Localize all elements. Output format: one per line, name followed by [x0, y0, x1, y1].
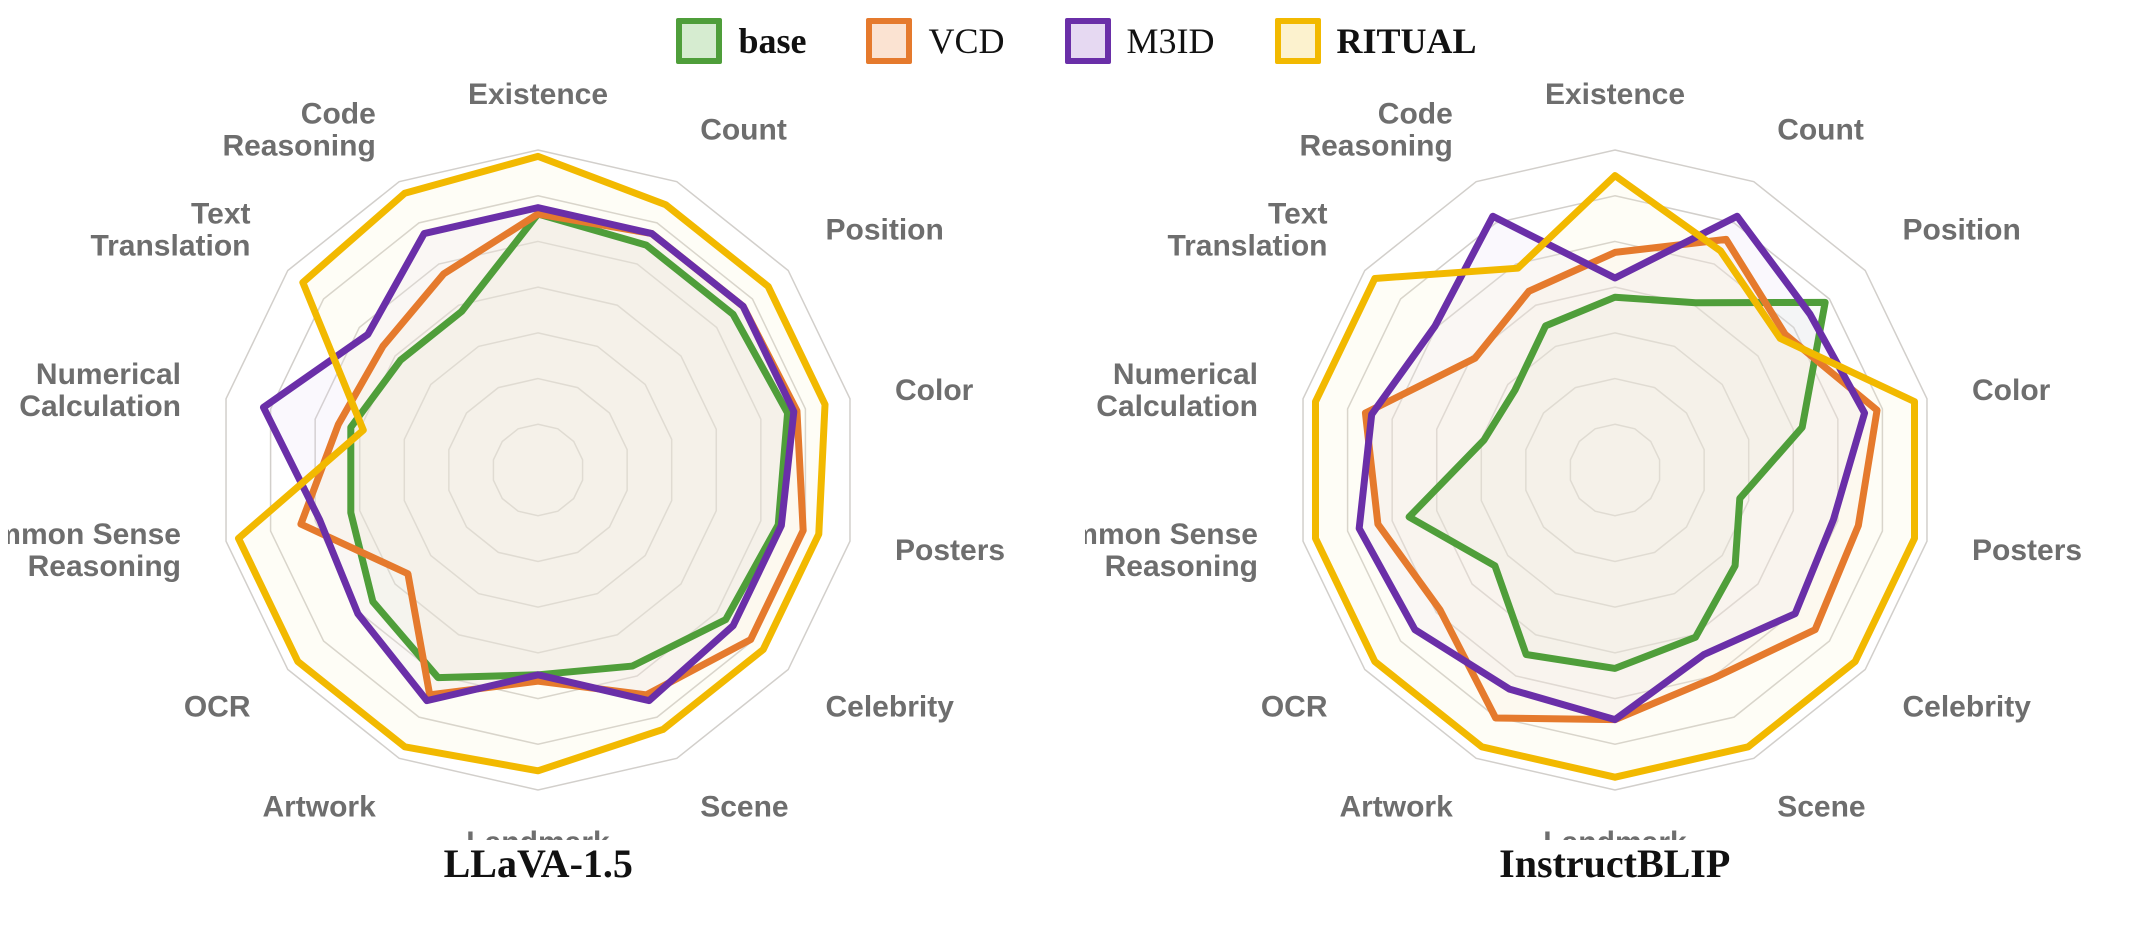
legend-label-ritual: RITUAL [1337, 20, 1477, 62]
axis-label: Count [1777, 114, 1864, 147]
legend-label-vcd: VCD [928, 20, 1004, 62]
axis-label: Position [1902, 214, 2020, 247]
axis-label: Color [895, 374, 974, 407]
axis-label: NumericalCalculation [1096, 358, 1258, 423]
legend-item-vcd: VCD [866, 18, 1004, 64]
axis-label: Posters [895, 534, 1005, 567]
axis-label: Artwork [263, 790, 377, 823]
charts-row: Existence Count Position Color Posters Celebr… [0, 80, 2153, 900]
legend-swatch-ritual [1275, 18, 1321, 64]
radar-chart-0: Existence Count Position Color Posters Celebr… [8, 80, 1068, 840]
axis-label: CodeReasoning [1299, 98, 1452, 163]
axis-label: TextTranslation [1167, 198, 1327, 263]
axis-label: Existence [1545, 80, 1685, 111]
axis-label: Position [826, 214, 944, 247]
axis-label: Landmark [467, 826, 611, 840]
axis-label: Artwork [1339, 790, 1453, 823]
legend-item-ritual: RITUAL [1275, 18, 1477, 64]
axis-label: Scene [1777, 790, 1865, 823]
axis-label: Existence [468, 80, 608, 111]
chart-title: InstructBLIP [1085, 840, 2145, 887]
legend-swatch-base [676, 18, 722, 64]
chart-cell-1: Existence Count Position Color Posters Celebr… [1085, 80, 2145, 900]
axis-label: Scene [700, 790, 788, 823]
axis-label: Common SenseReasoning [8, 518, 181, 583]
chart-title: LLaVA-1.5 [8, 840, 1068, 887]
axis-label: CodeReasoning [223, 98, 376, 163]
axis-label: Celebrity [1902, 691, 2031, 724]
legend-swatch-vcd [866, 18, 912, 64]
legend: base VCD M3ID RITUAL [0, 18, 2153, 69]
axis-label: NumericalCalculation [20, 358, 182, 423]
axis-label: OCR [184, 691, 251, 724]
radar-chart-1: Existence Count Position Color Posters Celebr… [1085, 80, 2145, 840]
figure-root: { "figure": { "canvas": { "width": 2153,… [0, 0, 2153, 946]
legend-label-m3id: M3ID [1127, 20, 1215, 62]
legend-swatch-m3id [1065, 18, 1111, 64]
axis-label: Common SenseReasoning [1085, 518, 1258, 583]
legend-label-base: base [738, 20, 806, 62]
axis-label: OCR [1261, 691, 1328, 724]
axis-label: Color [1972, 374, 2051, 407]
legend-item-base: base [676, 18, 806, 64]
axis-label: Posters [1972, 534, 2082, 567]
chart-cell-0: Existence Count Position Color Posters Celebr… [8, 80, 1068, 900]
axis-label: Celebrity [826, 691, 955, 724]
axis-label: TextTranslation [91, 198, 251, 263]
axis-label: Count [700, 114, 787, 147]
legend-item-m3id: M3ID [1065, 18, 1215, 64]
axis-label: Landmark [1543, 826, 1687, 840]
